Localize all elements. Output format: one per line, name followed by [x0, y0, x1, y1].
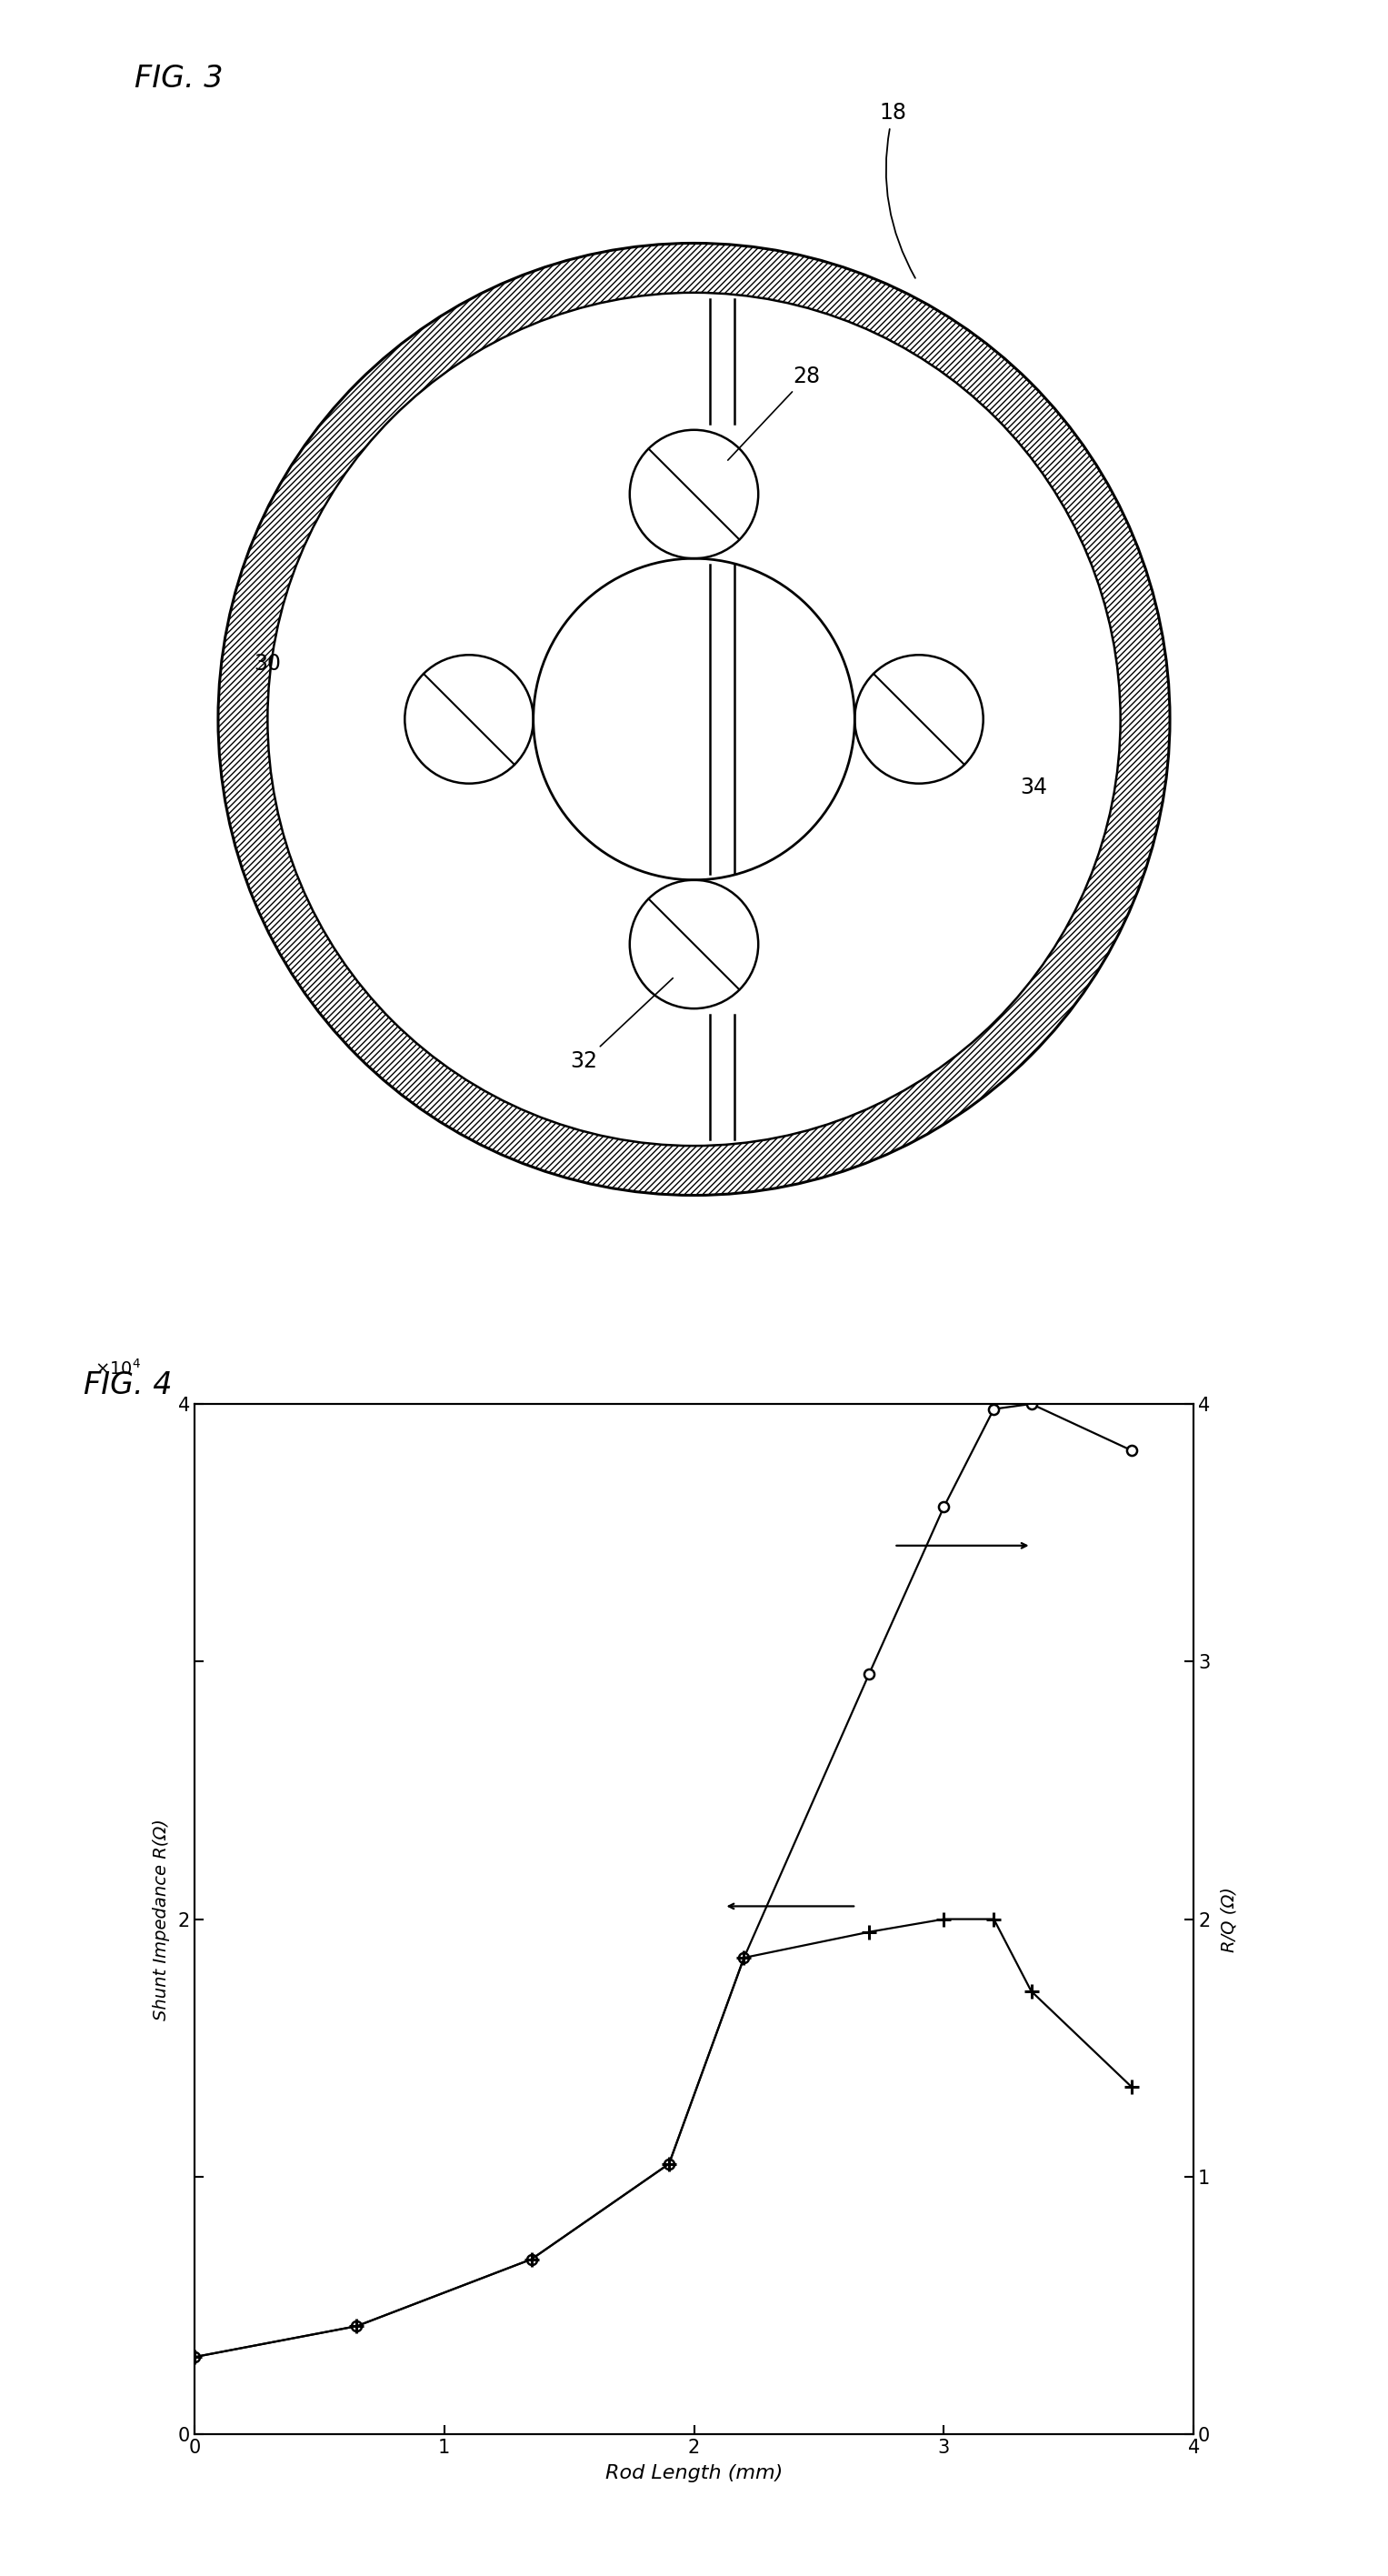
Text: 28: 28: [727, 366, 820, 461]
Text: FIG. 4: FIG. 4: [83, 1370, 172, 1401]
Y-axis label: R/Q (Ω): R/Q (Ω): [1220, 1886, 1238, 1953]
Text: $\times 10^4$: $\times 10^4$: [94, 1358, 142, 1378]
Text: FIG. 3: FIG. 3: [135, 64, 223, 93]
Y-axis label: Shunt Impedance R(Ω): Shunt Impedance R(Ω): [153, 1819, 171, 2020]
Text: 34: 34: [1020, 775, 1048, 799]
Text: 32: 32: [570, 979, 673, 1072]
Text: 30: 30: [254, 652, 282, 675]
X-axis label: Rod Length (mm): Rod Length (mm): [605, 2465, 783, 2483]
Text: 18: 18: [880, 103, 915, 278]
